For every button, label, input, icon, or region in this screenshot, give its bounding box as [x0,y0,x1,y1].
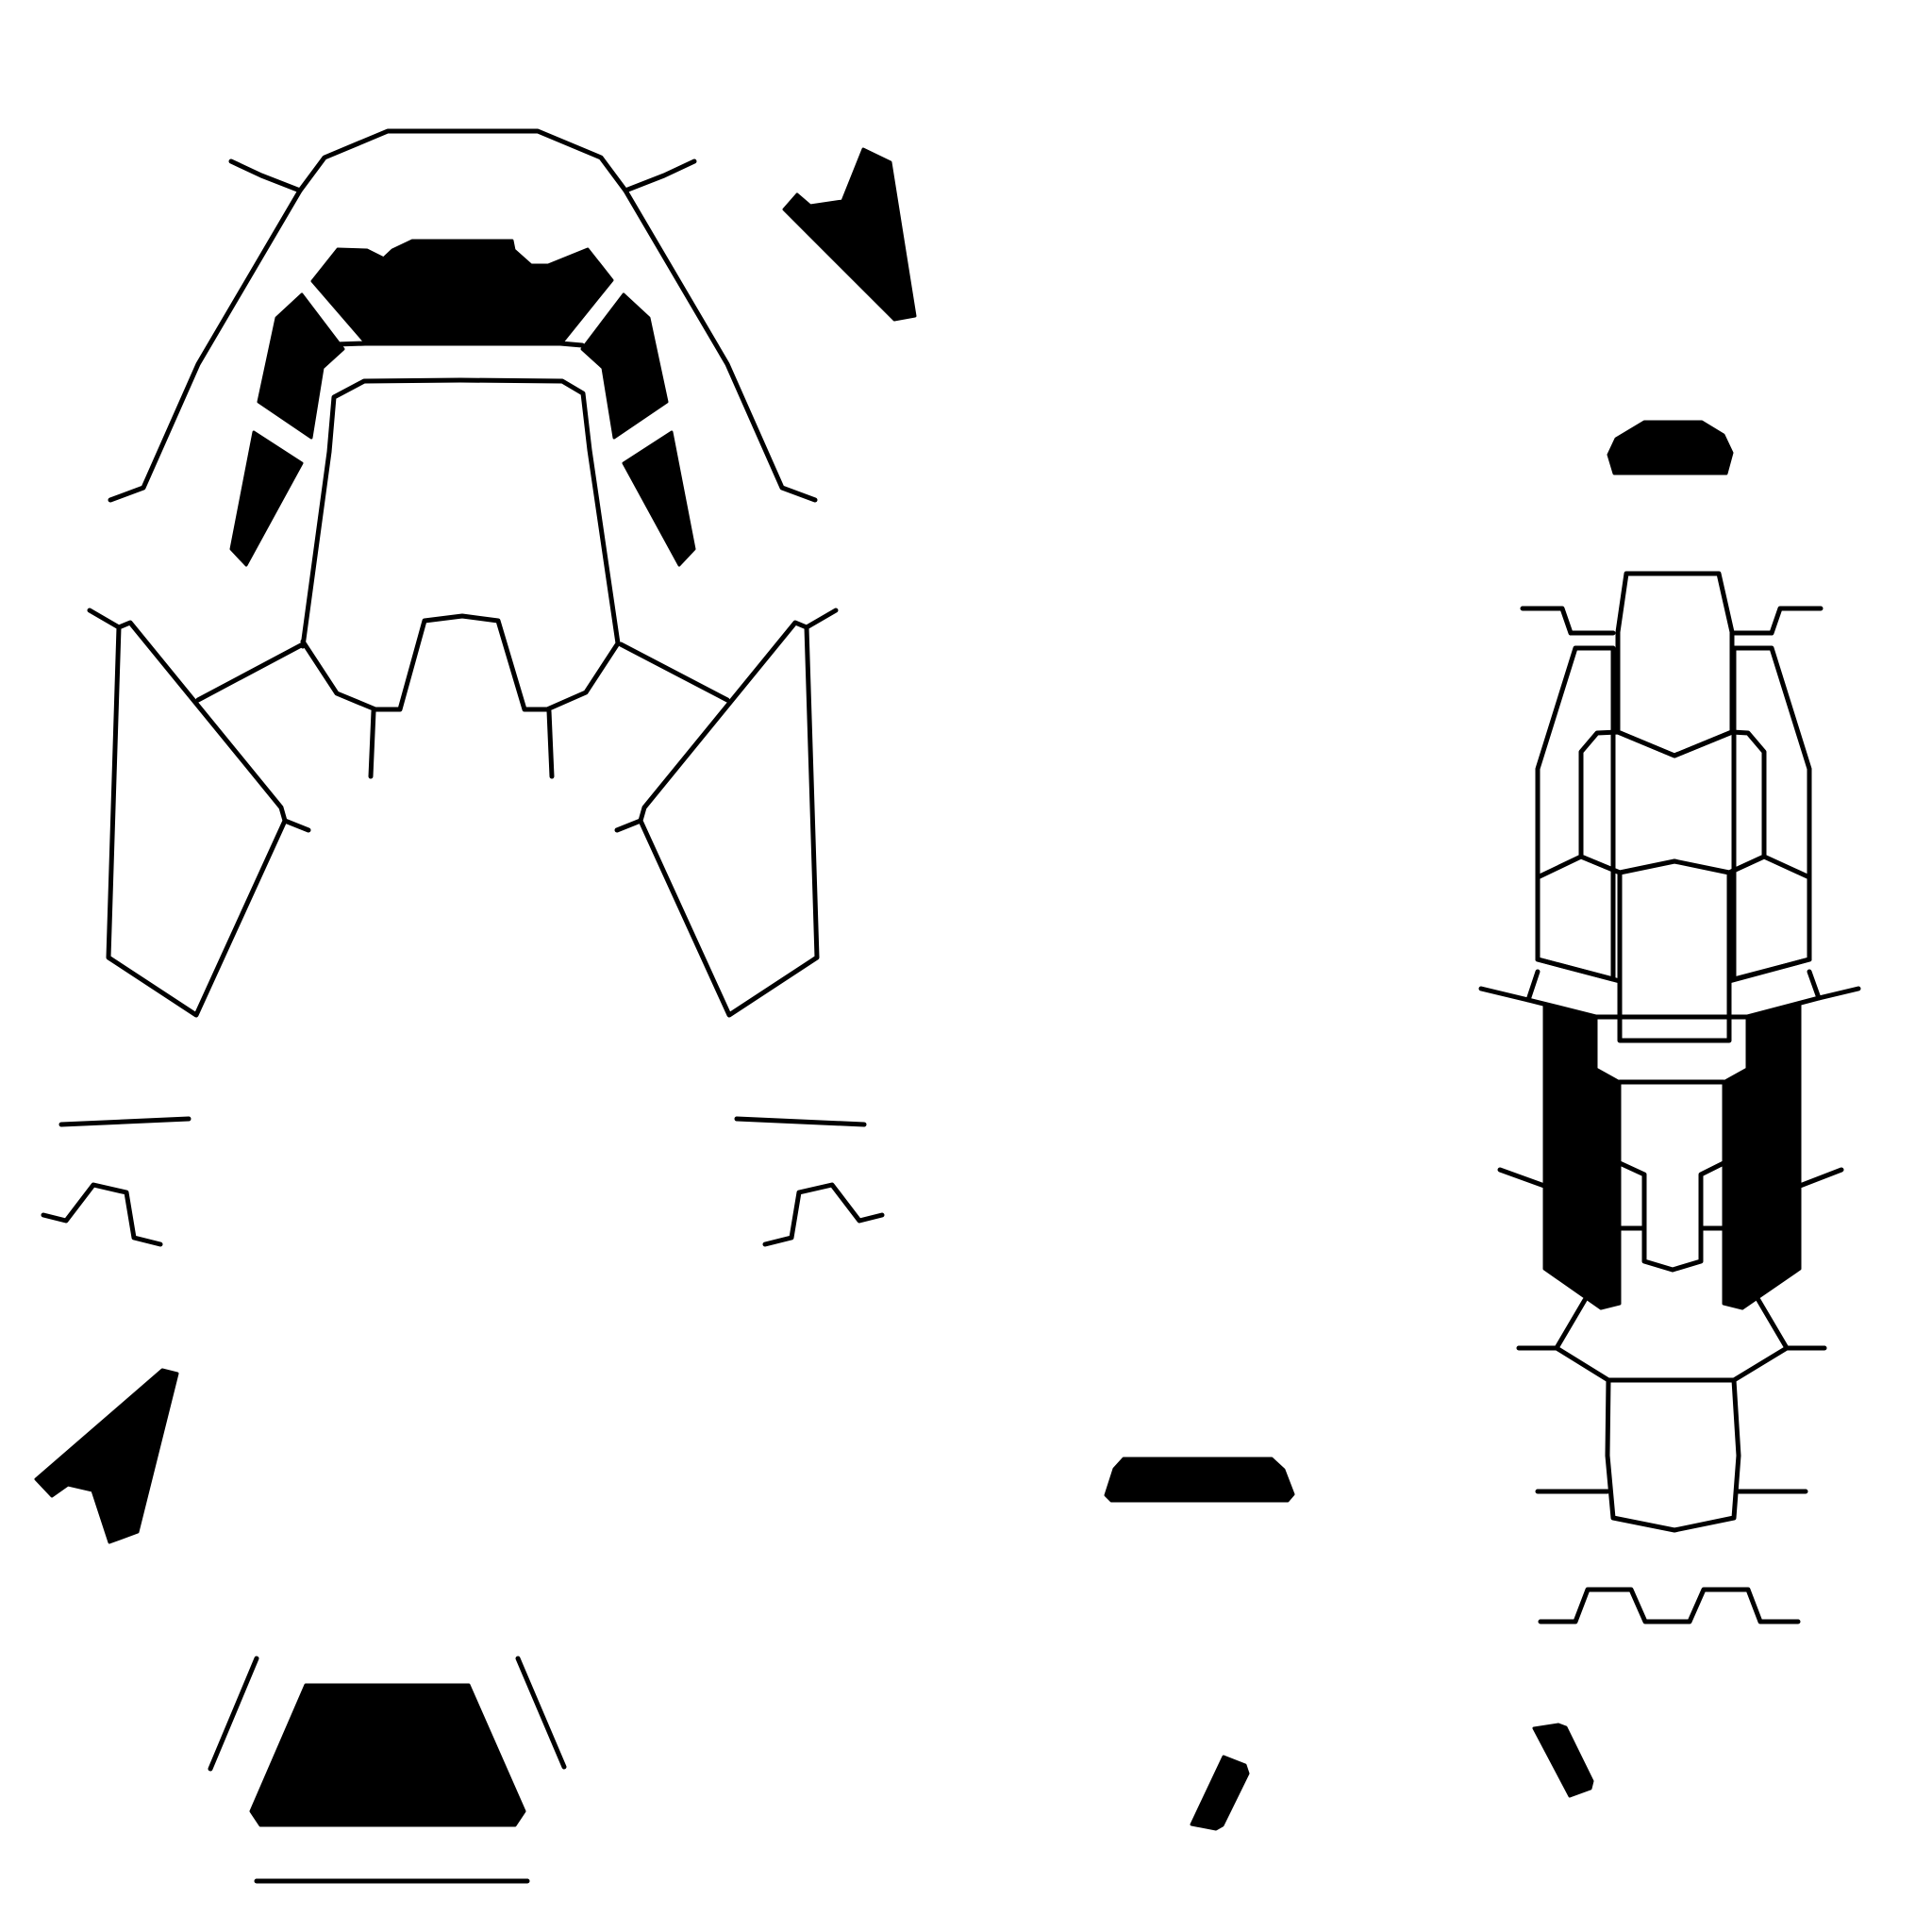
thigh-right [1722,1004,1802,1310]
cheek-lower-left [229,430,304,567]
head-outline [108,128,818,503]
side-panel-left [1535,645,1616,982]
face-outline [278,341,613,399]
torso-piece [87,377,839,1018]
thigh-left [1542,1004,1622,1310]
leg-tab-left [1497,1167,1547,1189]
chest-seam-right [1672,854,1812,880]
chest-line-left [1535,957,1623,984]
torso-tab-right [546,708,555,779]
shoulder-right-tab [804,608,839,630]
shoulder-right-join [618,641,730,703]
tab-piece-b [1532,1723,1594,1798]
fin-top-right [782,147,917,322]
belt-side-right [515,1656,567,1770]
head-tab-right [623,158,697,193]
head-tab-left [228,158,303,193]
shin-right [1756,1297,1790,1351]
cheek-upper-right [580,292,669,440]
neck-tab-left [1520,606,1616,636]
leg-tab-right [1797,1167,1844,1189]
body-schematic [1478,420,1861,1624]
waist-band [1525,995,1822,1020]
shoulder-left [106,620,288,1018]
zigzag-left [41,1182,163,1247]
shoulder-left-notch [282,818,311,833]
shin-left [1554,1297,1588,1351]
shoulder-left-tab [87,608,122,630]
cheek-upper-left [257,292,345,440]
tab-piece-a [1190,1755,1250,1831]
belt-side-left [208,1656,259,1772]
belt-plate [249,1683,526,1827]
zigzag-right [762,1182,885,1247]
small-strips [41,1116,885,1247]
foot-zigzag [1538,1587,1801,1624]
waist-tab-left [1478,969,1541,1003]
chest-plate [1578,729,1767,1043]
waist-tab-right [1807,969,1861,1001]
neck-tab-right [1731,606,1824,636]
torso-outline [300,377,621,712]
torso-tab-left [368,708,376,779]
shoulder-right-notch [614,818,643,833]
fin-bottom-left [34,1368,179,1544]
inner-leg [1617,1160,1726,1273]
strip-left [58,1116,192,1127]
bar-piece [1104,1457,1295,1503]
shoulder-right [638,620,820,1018]
chest-seam-left [1535,854,1677,880]
shoulder-left-join [195,641,306,703]
head-cap [1607,420,1734,475]
side-panel-right [1731,645,1812,982]
base-collar [1516,1345,1827,1383]
chest-line-right [1726,957,1812,984]
neck-block [1615,571,1735,758]
belt-piece [208,1656,567,1884]
visor-top [310,239,614,345]
cheek-lower-right [622,430,696,567]
strip-right [734,1116,867,1127]
head-piece [108,128,818,567]
foot-block [1605,1377,1741,1533]
